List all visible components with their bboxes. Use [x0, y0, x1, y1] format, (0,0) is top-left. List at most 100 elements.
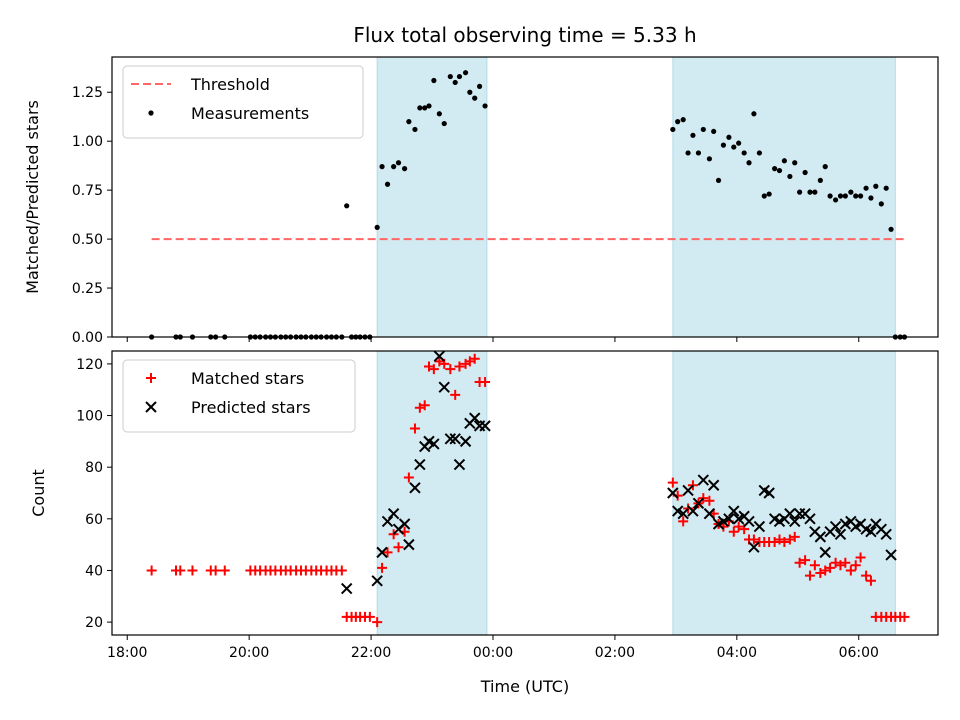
data-point	[761, 193, 767, 199]
data-point	[438, 381, 450, 393]
data-point	[393, 542, 404, 553]
data-point	[794, 557, 805, 568]
data-point	[667, 487, 679, 499]
data-point	[219, 565, 230, 576]
data-point	[800, 555, 811, 566]
data-point	[479, 420, 491, 432]
data-point	[444, 433, 457, 445]
data-point	[459, 435, 472, 448]
data-point	[837, 193, 844, 199]
data-point	[899, 611, 910, 622]
x-tick-label: 06:00	[839, 645, 879, 661]
y-tick-label: 80	[85, 460, 103, 476]
data-point	[480, 376, 491, 387]
data-point	[412, 126, 418, 133]
data-point	[804, 570, 815, 581]
data-point	[728, 505, 740, 517]
legend-marker	[145, 401, 157, 413]
data-point	[779, 537, 790, 548]
data-point	[445, 364, 456, 375]
data-point	[883, 185, 889, 191]
legend	[122, 65, 364, 139]
data-point	[814, 531, 827, 543]
data-point	[885, 549, 897, 561]
data-point	[753, 520, 766, 533]
data-point	[840, 557, 851, 568]
data-point	[829, 520, 842, 533]
data-point	[703, 507, 716, 520]
data-point	[784, 507, 796, 520]
data-point	[454, 361, 465, 372]
data-point	[700, 126, 706, 133]
data-point	[865, 526, 877, 538]
data-point	[441, 120, 447, 127]
x-tick-label: 04:00	[717, 645, 757, 661]
data-point	[453, 458, 466, 471]
data-point	[379, 164, 385, 170]
legend-entry: Threshold	[190, 75, 270, 94]
data-point	[743, 515, 755, 528]
data-point	[848, 189, 854, 195]
data-point	[855, 552, 866, 563]
data-point	[733, 521, 744, 532]
data-point	[340, 582, 353, 595]
data-point	[731, 144, 737, 150]
data-point	[462, 70, 469, 76]
data-point	[741, 150, 747, 156]
y-tick-label: 1.25	[72, 85, 103, 101]
data-point	[449, 433, 461, 445]
data-point	[450, 389, 461, 400]
data-point	[469, 412, 481, 424]
x-tick-label: 20:00	[229, 645, 269, 661]
y-tick-label: 60	[85, 512, 103, 528]
data-point	[422, 105, 428, 111]
data-point	[374, 224, 380, 230]
data-point	[428, 364, 439, 375]
legend-entry: Matched stars	[191, 369, 304, 388]
data-point	[792, 160, 798, 166]
data-point	[680, 117, 686, 123]
data-point	[675, 119, 681, 125]
ratio-y-axis-label: Matched/Predicted stars	[23, 100, 42, 294]
data-point	[720, 142, 727, 148]
data-point	[426, 103, 432, 109]
data-point	[372, 617, 383, 628]
data-point	[789, 515, 801, 528]
data-point	[781, 158, 787, 164]
data-point	[431, 77, 437, 84]
data-point	[391, 164, 397, 170]
y-tick-label: 0.50	[72, 232, 103, 248]
legend-marker	[148, 110, 154, 116]
data-point	[419, 400, 430, 411]
y-tick-label: 40	[85, 563, 103, 579]
legend-marker	[146, 373, 156, 383]
data-point	[756, 150, 762, 156]
data-point	[802, 169, 808, 176]
data-point	[707, 479, 720, 491]
data-point	[704, 495, 715, 506]
data-point	[711, 128, 717, 135]
data-point	[789, 531, 800, 542]
data-point	[809, 560, 820, 571]
data-point	[398, 518, 411, 530]
data-point	[766, 191, 772, 197]
data-point	[344, 203, 350, 209]
data-point	[452, 79, 458, 86]
data-point	[670, 126, 676, 133]
x-tick-label: 18:00	[107, 645, 147, 661]
data-point	[428, 438, 440, 450]
data-point	[371, 575, 383, 587]
data-point	[409, 482, 421, 494]
data-point	[376, 546, 388, 559]
data-point	[736, 140, 742, 146]
x-tick-label: 02:00	[595, 645, 635, 661]
data-point	[804, 513, 816, 525]
data-point	[772, 166, 778, 172]
data-point	[381, 515, 394, 528]
data-point	[726, 134, 732, 140]
data-point	[447, 73, 453, 80]
data-point	[409, 423, 420, 434]
data-point	[763, 487, 775, 499]
data-point	[388, 529, 399, 540]
